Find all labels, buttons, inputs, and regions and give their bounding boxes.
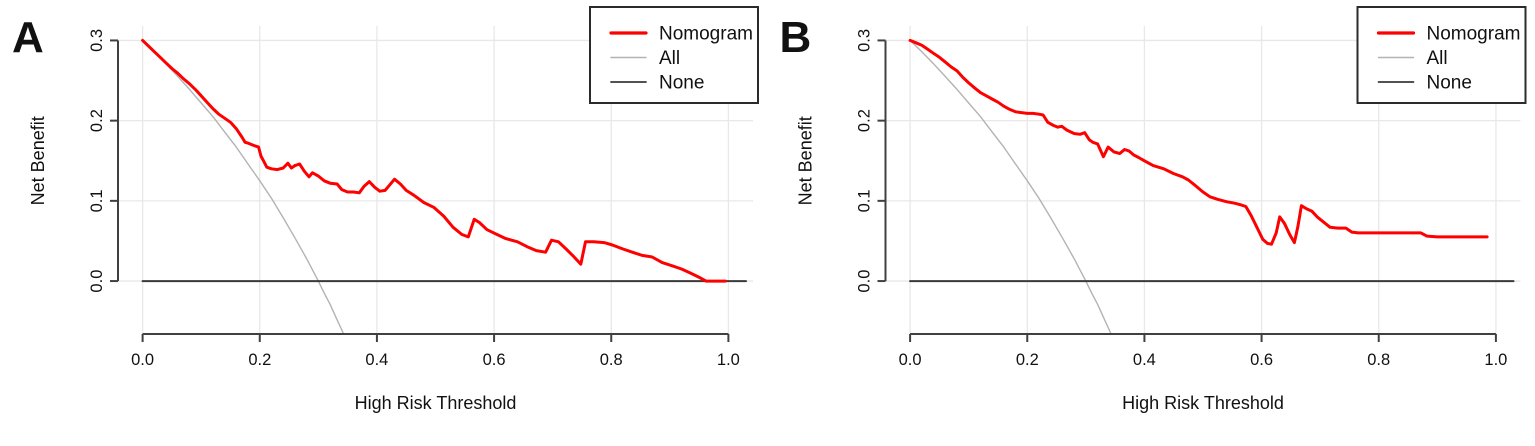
all-line xyxy=(909,39,1112,335)
panel-letter: A xyxy=(12,13,44,62)
all-line xyxy=(141,39,345,335)
y-tick-label: 0.0 xyxy=(88,270,106,293)
legend: Nomogram All None xyxy=(589,6,759,104)
y-tick-label: 0.1 xyxy=(88,189,106,212)
dca-chart-a: 0.0 0.1 0.2 0.3 0.0 0.2 0.4 0.6 0.8 1.0 High Risk … xyxy=(12,6,759,413)
x-tick-label: 1.0 xyxy=(1484,351,1507,369)
legend-box xyxy=(1356,6,1527,104)
nomogram-line xyxy=(908,38,1489,246)
y-axis-label: Net Benefit xyxy=(796,116,816,205)
x-tick-label: 0.6 xyxy=(483,351,506,369)
y-tick-label: 0.2 xyxy=(88,109,106,132)
legend-label-nomogram: Nomogram xyxy=(1427,24,1521,45)
y-tick-label: 0.2 xyxy=(856,109,874,132)
panel-letter: B xyxy=(780,13,812,62)
x-tick-label: 0.0 xyxy=(131,351,154,369)
x-axis-label: High Risk Threshold xyxy=(1122,393,1284,413)
x-tick-label: 0.8 xyxy=(600,351,623,369)
y-tick-label: 0.3 xyxy=(856,29,874,52)
dca-chart-b: 0.0 0.1 0.2 0.3 0.0 0.2 0.4 0.6 0.8 1.0 High Risk … xyxy=(780,6,1527,413)
y-tick-label: 0.0 xyxy=(856,270,874,293)
legend-label-none: None xyxy=(1427,73,1472,94)
y-tick-label: 0.1 xyxy=(856,189,874,212)
x-tick-label: 0.0 xyxy=(899,351,922,369)
panel-a: 0.0 0.1 0.2 0.3 0.0 0.2 0.4 0.6 0.8 1.0 High Risk … xyxy=(0,0,767,446)
legend-label-all: All xyxy=(659,48,680,69)
x-tick-label: 0.4 xyxy=(365,351,388,369)
legend-box xyxy=(589,6,759,104)
x-tick-label: 0.8 xyxy=(1367,351,1390,369)
legend: Nomogram All None xyxy=(1356,6,1527,104)
y-axis-label: Net Benefit xyxy=(28,116,48,205)
x-axis-label: High Risk Threshold xyxy=(355,393,517,413)
x-tick-label: 0.6 xyxy=(1250,351,1273,369)
x-tick-label: 1.0 xyxy=(717,351,740,369)
x-tick-label: 0.4 xyxy=(1133,351,1156,369)
legend-label-none: None xyxy=(659,73,704,94)
y-tick-label: 0.3 xyxy=(88,29,106,52)
x-tick-label: 0.2 xyxy=(248,351,271,369)
legend-label-all: All xyxy=(1427,48,1448,69)
legend-label-nomogram: Nomogram xyxy=(659,24,753,45)
panel-b: 0.0 0.1 0.2 0.3 0.0 0.2 0.4 0.6 0.8 1.0 High Risk … xyxy=(767,0,1535,446)
x-tick-label: 0.2 xyxy=(1016,351,1039,369)
nomogram-line xyxy=(141,38,727,283)
